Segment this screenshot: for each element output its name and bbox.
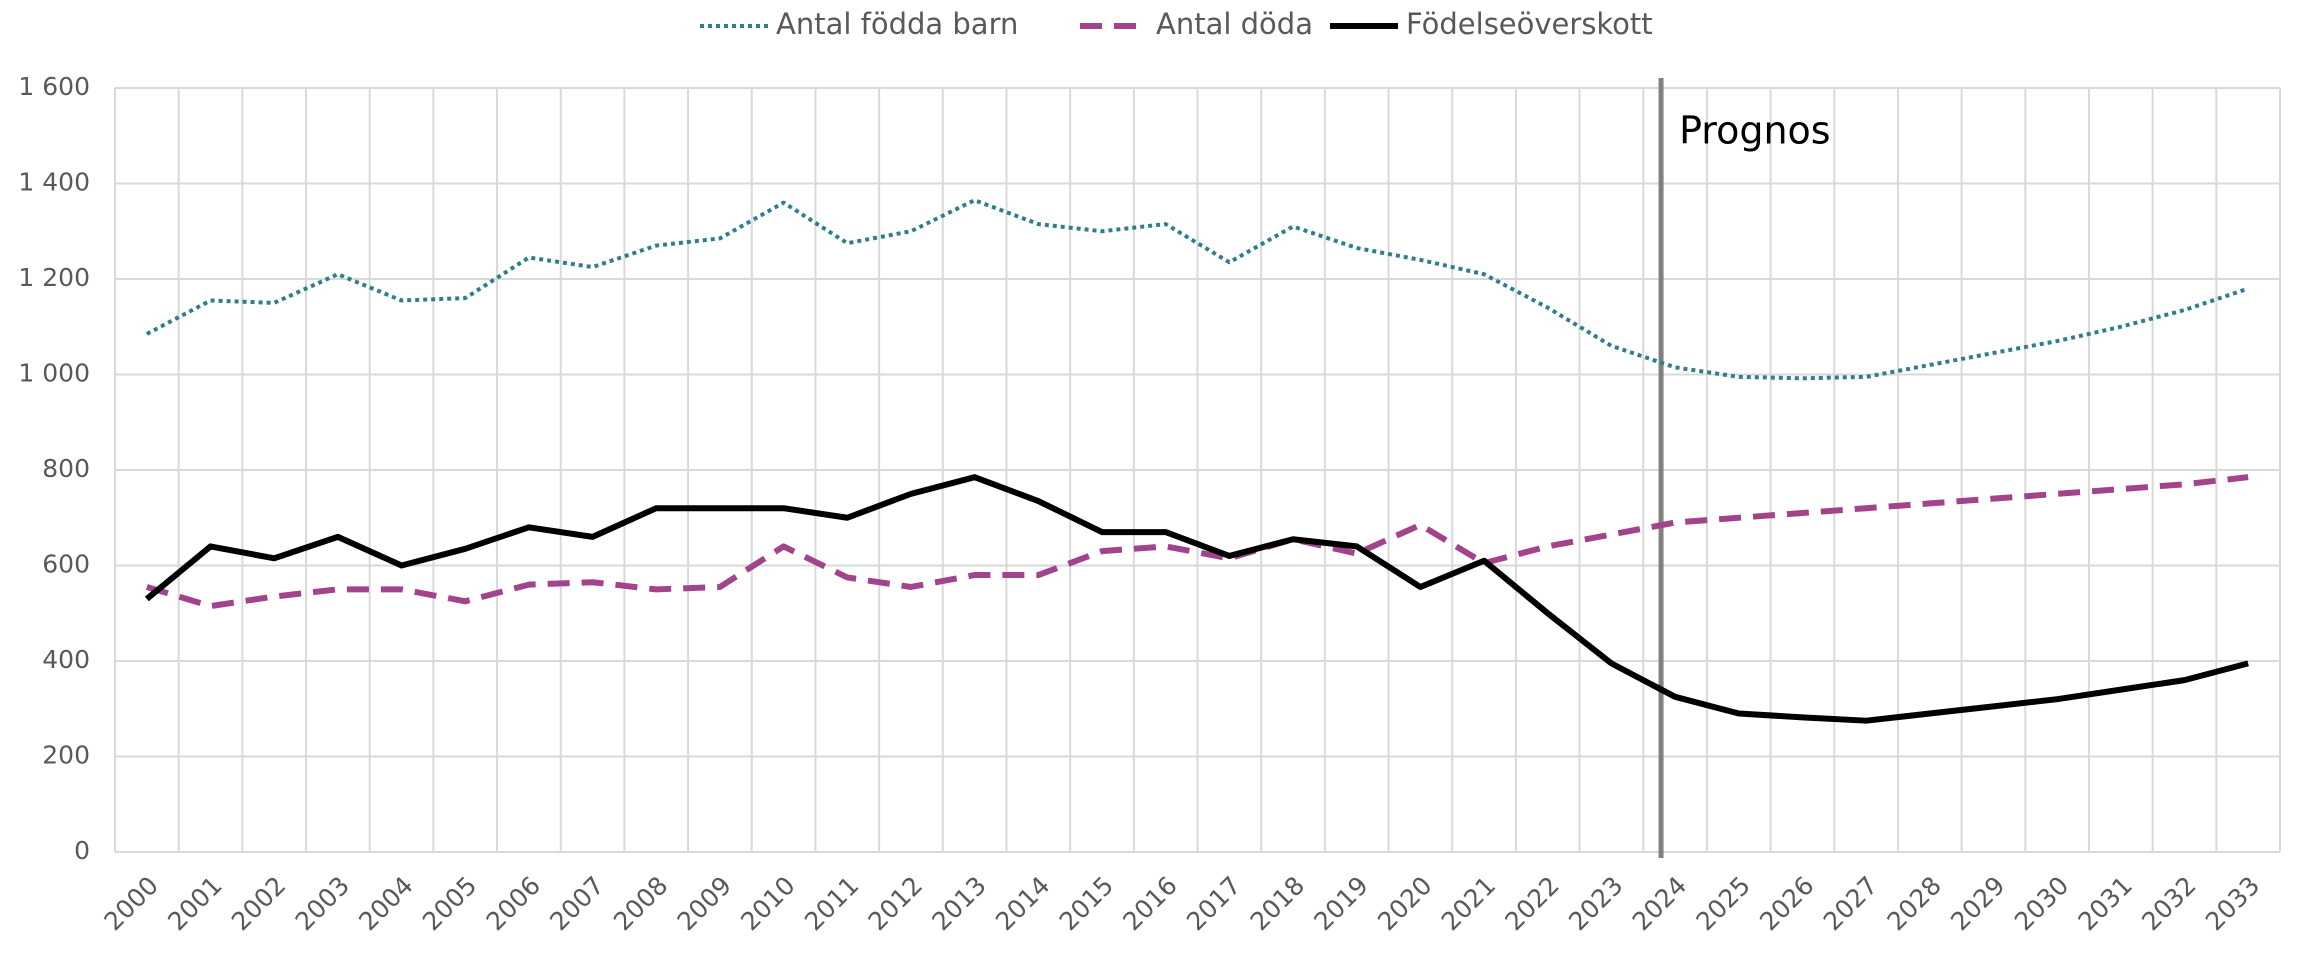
- x-tick-label: 2024: [1627, 871, 1692, 936]
- y-tick-label: 800: [42, 454, 90, 483]
- y-tick-label: 1 400: [18, 168, 90, 197]
- x-tick-label: 2030: [2009, 871, 2074, 936]
- x-tick-label: 2012: [863, 871, 928, 936]
- x-tick-label: 2027: [1818, 871, 1883, 936]
- x-tick-label: 2032: [2136, 871, 2201, 936]
- x-tick-label: 2000: [99, 871, 164, 936]
- x-tick-label: 2017: [1181, 871, 1246, 936]
- legend-label: Antal födda barn: [776, 7, 1018, 41]
- legend-label: Födelseöverskott: [1406, 7, 1653, 41]
- x-tick-label: 2005: [417, 871, 482, 936]
- x-tick-label: 2022: [1499, 871, 1564, 936]
- x-tick-label: 2019: [1308, 871, 1373, 936]
- x-tick-label: 2029: [1945, 871, 2010, 936]
- x-tick-label: 2007: [544, 871, 609, 936]
- x-tick-label: 2009: [672, 871, 737, 936]
- y-tick-label: 0: [74, 836, 90, 865]
- x-tick-label: 2026: [1754, 871, 1819, 936]
- x-tick-label: 2031: [2073, 871, 2138, 936]
- x-tick-label: 2033: [2200, 871, 2265, 936]
- annotation: Prognos: [1679, 109, 1831, 153]
- x-tick-label: 2013: [926, 871, 991, 936]
- y-tick-label: 1 200: [18, 263, 90, 292]
- x-tick-label: 2006: [481, 871, 546, 936]
- x-tick-label: 2018: [1245, 871, 1310, 936]
- x-tick-label: 2025: [1690, 871, 1755, 936]
- x-tick-label: 2023: [1563, 871, 1628, 936]
- x-tick-label: 2001: [162, 871, 227, 936]
- x-tick-label: 2008: [608, 871, 673, 936]
- x-tick-label: 2014: [990, 871, 1055, 936]
- x-tick-label: 2010: [735, 871, 800, 936]
- series-line: [145, 474, 2249, 610]
- x-tick-label: 2021: [1436, 871, 1501, 936]
- series-line: [144, 474, 2249, 724]
- x-tick-label: 2015: [1054, 871, 1119, 936]
- x-tick-label: 2016: [1117, 871, 1182, 936]
- y-tick-label: 1 000: [18, 359, 90, 388]
- x-tick-label: 2028: [1881, 871, 1946, 936]
- x-tick-label: 2002: [226, 871, 291, 936]
- y-tick-label: 600: [42, 550, 90, 579]
- x-tick-label: 2004: [353, 871, 418, 936]
- x-tick-label: 2011: [799, 871, 864, 936]
- legend-label: Antal döda: [1156, 7, 1313, 41]
- y-tick-label: 400: [42, 645, 90, 674]
- x-tick-label: 2020: [1372, 871, 1437, 936]
- y-tick-label: 200: [42, 741, 90, 770]
- y-tick-label: 1 600: [18, 72, 90, 101]
- x-tick-label: 2003: [290, 871, 355, 936]
